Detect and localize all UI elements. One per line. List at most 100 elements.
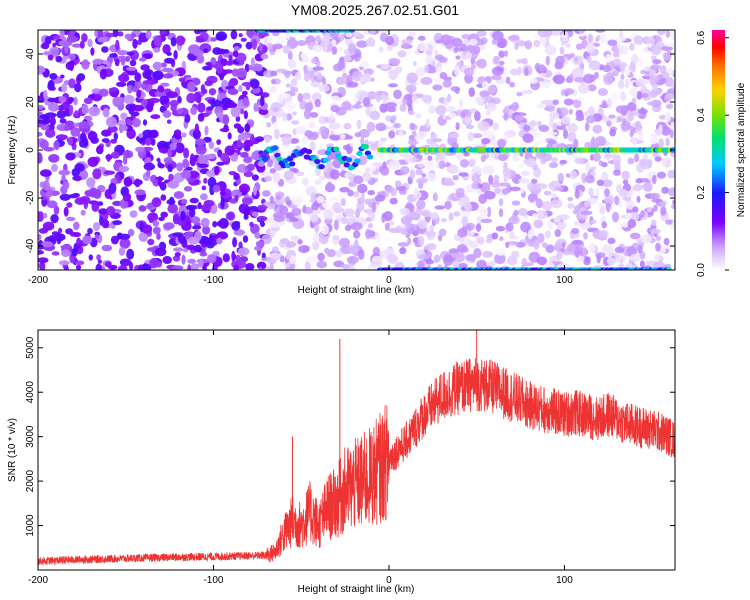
heatmap-cell xyxy=(97,259,103,264)
heatmap-cell xyxy=(257,204,268,211)
heatmap-cell xyxy=(138,231,149,242)
heatmap-cell xyxy=(426,50,433,57)
heatmap-cell xyxy=(240,151,249,158)
heatmap-cell xyxy=(87,227,93,235)
heatmap-cell xyxy=(216,139,222,145)
heatmap-cell xyxy=(563,186,569,192)
heatmap-cell xyxy=(239,108,245,115)
heatmap-cell xyxy=(72,175,82,181)
heatmap-cell xyxy=(416,199,426,210)
heatmap-cell xyxy=(513,209,519,216)
heatmap-cell xyxy=(230,106,241,118)
heatmap-cell xyxy=(539,72,547,77)
heatmap-y-tick-label: -20 xyxy=(25,190,36,205)
heatmap-cell xyxy=(378,30,391,33)
heatmap-cell xyxy=(654,254,663,262)
heatmap-cell xyxy=(417,260,425,269)
heatmap-cell xyxy=(590,219,597,224)
heatmap-cell xyxy=(68,104,74,116)
heatmap-cell xyxy=(369,30,376,35)
heatmap-cell xyxy=(513,151,519,162)
heatmap-cell xyxy=(571,240,583,245)
heatmap-cell xyxy=(316,260,328,269)
heatmap-cell xyxy=(651,198,663,203)
heatmap-cell xyxy=(183,147,190,159)
heatmap-cell xyxy=(144,137,152,146)
heatmap-cell xyxy=(169,196,175,205)
heatmap-cell xyxy=(347,81,359,88)
heatmap-cell xyxy=(426,173,437,182)
heatmap-cell xyxy=(482,250,494,258)
heatmap-cell xyxy=(357,249,365,260)
heatmap-cell xyxy=(134,189,146,196)
heatmap-cell xyxy=(486,206,491,218)
heatmap-cell xyxy=(244,123,251,133)
heatmap-cell xyxy=(389,58,401,65)
heatmap-cell xyxy=(637,244,643,254)
heatmap-cell xyxy=(231,250,236,262)
heatmap-cell xyxy=(99,88,109,97)
heatmap-y-axis-label: Frequency (Hz) xyxy=(7,116,18,185)
heatmap-cell xyxy=(614,195,620,206)
heatmap-cell xyxy=(236,67,248,79)
heatmap-cell xyxy=(74,110,79,118)
heatmap-cell xyxy=(50,214,59,224)
heatmap-cell xyxy=(551,193,557,199)
heatmap-cell xyxy=(92,58,104,65)
figure-title: YM08.2025.267.02.51.G01 xyxy=(290,2,460,18)
heatmap-cell xyxy=(122,155,128,165)
heatmap-cell xyxy=(51,49,60,55)
heatmap-cell xyxy=(74,163,85,172)
heatmap-cell xyxy=(495,225,505,232)
heatmap-cell xyxy=(297,93,303,103)
heatmap-cell xyxy=(312,44,324,53)
colorbar-gradient xyxy=(712,30,725,270)
heatmap-cell xyxy=(268,223,279,228)
heatmap-cell xyxy=(448,112,457,119)
heatmap-cell xyxy=(488,174,494,185)
heatmap-cell xyxy=(277,93,285,104)
heatmap-cell xyxy=(164,57,175,64)
heatmap-cell xyxy=(596,254,601,264)
heatmap-cell xyxy=(48,103,60,112)
heatmap-cell xyxy=(181,198,188,205)
heatmap-cell xyxy=(163,157,173,164)
heatmap-cell xyxy=(60,244,71,249)
heatmap-cell xyxy=(66,35,79,43)
heatmap-cell xyxy=(425,259,435,265)
heatmap-cell xyxy=(167,180,180,189)
heatmap-cell xyxy=(479,90,491,98)
heatmap-y-tick-label: 20 xyxy=(25,96,36,108)
heatmap-cell xyxy=(603,76,614,85)
heatmap-cell xyxy=(531,178,538,184)
heatmap-cell xyxy=(294,71,302,81)
heatmap-cell xyxy=(650,228,662,234)
heatmap-cell xyxy=(41,241,54,248)
heatmap-cell xyxy=(199,43,212,54)
heatmap-cell xyxy=(142,53,153,60)
heatmap-cell xyxy=(516,91,523,97)
snr-x-axis-label: Height of straight line (km) xyxy=(298,584,415,595)
heatmap-cell xyxy=(389,159,401,170)
heatmap-cell xyxy=(158,216,165,221)
heatmap-cell xyxy=(417,131,427,139)
heatmap-cell xyxy=(442,255,453,266)
heatmap-cell xyxy=(613,155,622,166)
heatmap-cell xyxy=(476,30,487,37)
heatmap-cell xyxy=(439,228,447,237)
heatmap-cell xyxy=(608,114,616,119)
heatmap-cell xyxy=(385,35,395,46)
heatmap-cell xyxy=(291,86,299,93)
heatmap-cell xyxy=(143,162,155,171)
heatmap-feature-mark xyxy=(343,162,350,168)
heatmap-cell xyxy=(611,70,619,77)
heatmap-cell xyxy=(583,73,594,84)
heatmap-cell xyxy=(408,31,416,37)
heatmap-cell xyxy=(125,55,131,63)
heatmap-feature-mark xyxy=(318,164,325,170)
heatmap-cell xyxy=(153,36,160,47)
heatmap-x-axis: -200 -100 0 100 xyxy=(28,30,573,286)
heatmap-cell xyxy=(526,182,538,191)
heatmap-cell xyxy=(532,213,539,219)
heatmap-cell xyxy=(490,74,503,81)
